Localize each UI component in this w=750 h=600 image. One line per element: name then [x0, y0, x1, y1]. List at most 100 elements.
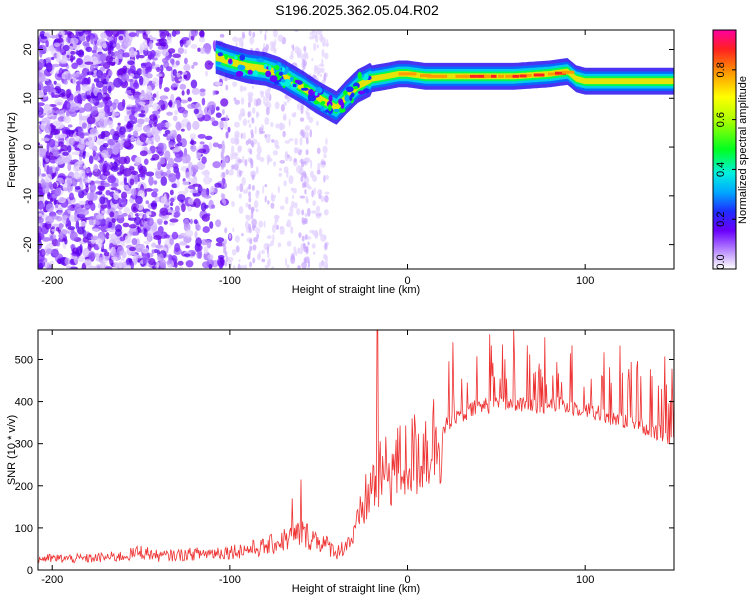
spectrogram-cell [288, 155, 293, 162]
spectrogram-cell [263, 96, 266, 105]
spectrogram-cell [148, 258, 156, 266]
spectrogram-cell [104, 105, 111, 114]
spectrogram-cell [52, 182, 57, 190]
spectrogram-cell [244, 220, 249, 229]
spectrogram-cell [179, 83, 187, 90]
spectrogram-cell [247, 69, 253, 75]
snr-x-tick-label: -200 [41, 574, 63, 586]
spectrogram-cell [265, 43, 269, 51]
spectrogram-cell [271, 139, 275, 143]
spectrogram-cell [267, 200, 270, 205]
spectrogram-cell [321, 49, 325, 58]
spectrogram-cell [255, 208, 259, 213]
spectrogram-cell [290, 187, 294, 192]
spectrogram-cell [71, 106, 77, 112]
spectrogram-cell [321, 161, 326, 166]
spectrogram-cell [232, 81, 238, 88]
spectrogram-cell [296, 47, 302, 57]
spectrogram-cell [181, 90, 185, 96]
spectrogram-cell [79, 166, 83, 170]
spectrogram-cell [168, 222, 176, 226]
spectrogram-cell [164, 150, 171, 161]
spectrogram-cell [118, 197, 122, 206]
spectrogram-cell [319, 73, 322, 78]
spectrogram-cell [99, 213, 104, 220]
colorbar-tick-label: 0.2 [715, 212, 727, 227]
spectrogram-cell [42, 238, 50, 242]
spectrogram-cell [251, 107, 256, 114]
spectrogram-core [483, 74, 493, 78]
spectrogram-cell [89, 64, 95, 73]
spectrogram-cell [71, 177, 78, 187]
spectrogram-cell [264, 101, 268, 107]
colorbar-ticks: 0.0 0.2 0.4 0.6 0.8 [715, 62, 736, 270]
spectrogram-cell [212, 142, 220, 148]
spectrogram-cell [90, 106, 98, 116]
spectrogram-cell [248, 30, 252, 37]
spectrogram-cell [106, 74, 110, 83]
spectrogram-cell [119, 236, 126, 242]
spectrogram-cell [99, 101, 105, 108]
spectrogram-cell [176, 133, 182, 143]
snr-x-tick-label: 100 [576, 574, 594, 586]
spectrogram-cell [272, 30, 278, 38]
spectrogram-cell [100, 248, 108, 253]
spectrogram-cell [127, 120, 135, 125]
spectrogram-cell [38, 217, 44, 224]
spectrogram-cell [265, 70, 272, 78]
spectrogram-cell [164, 129, 171, 135]
spectrogram-cell [88, 265, 97, 269]
spectrogram-cell [338, 107, 346, 113]
spectrogram-cell [259, 30, 263, 35]
spectrogram-cell [288, 138, 294, 142]
spectrogram-cell [190, 44, 198, 49]
spectrogram-cell [190, 164, 199, 173]
spectrogram-cell [67, 124, 73, 128]
spectrogram-cell [265, 135, 271, 144]
spectrogram-cell [46, 142, 50, 152]
spectrogram-cell [322, 145, 328, 154]
spectrogram-cell [357, 71, 362, 80]
spectrogram-cell [196, 251, 202, 259]
spectrogram-cell [66, 110, 70, 118]
spectrogram-cell [221, 108, 225, 115]
spectrogram-cell [80, 169, 86, 180]
spectrogram-core [462, 74, 470, 78]
spectrogram-cell [242, 155, 245, 164]
spectrogram-cell [99, 196, 106, 205]
spectrogram-frame [37, 29, 675, 270]
spectrogram-cell [123, 140, 132, 150]
spectrogram-cell [264, 30, 268, 34]
spectrogram-cell [199, 47, 206, 54]
spectrogram-cell [309, 229, 315, 234]
spectrogram-cell [304, 188, 307, 195]
spectrogram-cell [49, 132, 53, 139]
spectrogram-cell [105, 189, 111, 196]
spectrogram-cell [192, 183, 202, 187]
spectrogram-cell [131, 188, 137, 197]
spectrogram-cell [343, 90, 348, 96]
spectrogram-cell [153, 122, 158, 127]
spectrogram-cell [105, 55, 114, 63]
spectrogram-cell [254, 126, 257, 135]
spectrogram-cell [58, 30, 66, 36]
spectrogram-cell [152, 93, 157, 98]
spectrogram-cell [202, 226, 210, 234]
spectrogram-cell [313, 100, 319, 105]
spectrogram-cell [270, 240, 274, 246]
spectrogram-cell [209, 221, 214, 229]
spectrogram-core [469, 74, 477, 78]
spectrogram-cell [146, 217, 154, 227]
spectrogram-cell [225, 114, 229, 121]
spectrogram-cell [78, 200, 86, 206]
spectrogram-cell [244, 264, 248, 269]
spectrogram-cell [86, 116, 96, 125]
spectrogram-cell [165, 66, 173, 72]
spectrogram-cell [307, 260, 311, 268]
spectrogram-cell [242, 118, 248, 127]
spectrogram-cell [258, 126, 264, 135]
spectrogram-cell [249, 36, 255, 45]
spectrogram-cell [38, 254, 45, 262]
spectrogram-cell [92, 150, 96, 157]
spectrogram-cell [156, 218, 163, 224]
